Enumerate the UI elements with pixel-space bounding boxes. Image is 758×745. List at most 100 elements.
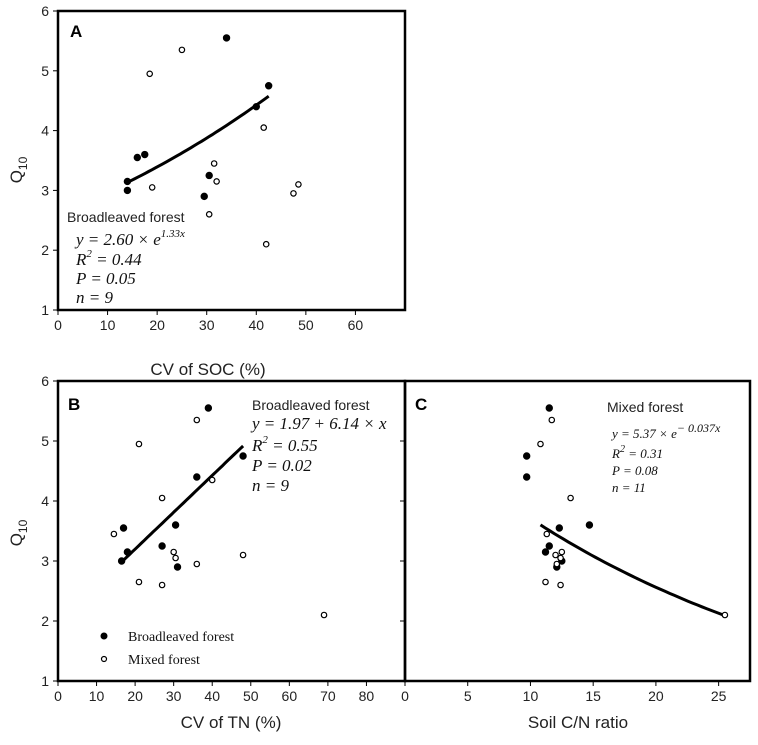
panel-a-mixed-point	[213, 178, 220, 185]
panel-c-broadleaved-point	[522, 473, 531, 481]
panel-b-ytick-label: 1	[41, 673, 49, 689]
panel-a-ytick-label: 2	[41, 242, 49, 258]
panel-b-ann-label: Broadleaved forest	[252, 397, 370, 413]
panel-a-xtick-label: 40	[248, 317, 264, 333]
panel-b-mixed-point	[135, 578, 143, 586]
panel-a-ann-p: P = 0.05	[75, 269, 136, 288]
panel-c-mixed-point	[548, 416, 556, 424]
panel-b-mixed-point	[158, 494, 166, 502]
panel-a-mixed-point	[178, 46, 186, 54]
panel-b-mixed-point	[158, 581, 166, 589]
svg-text:Q10: Q10	[7, 519, 30, 546]
panel-c-broadleaved-point	[541, 548, 550, 556]
panel-b-ytick-label: 5	[41, 433, 49, 449]
panel-a-xtick-label: 30	[199, 317, 215, 333]
panel-b-broadleaved-point	[171, 521, 180, 529]
panel-a-xtick-label: 20	[149, 317, 165, 333]
panel-a-broadleaved-point	[123, 177, 132, 186]
panel-a-broadleaved-point	[141, 150, 149, 159]
panel-c: C Soil C/N ratio 0 5 10 15 20 25 Mixed forest…	[400, 379, 752, 732]
panel-a-letter: A	[70, 22, 82, 41]
panel-b-xtick-label: 20	[127, 688, 143, 704]
panel-b-letter: B	[68, 395, 80, 414]
panel-a-ann-equation: y = 2.60 × e1.33x	[74, 228, 185, 249]
panel-b-ylabel-q: Q	[7, 533, 26, 546]
panel-c-ann-p: P = 0.08	[611, 463, 658, 478]
panel-c-mixed-point	[557, 554, 564, 562]
legend-mixed-label: Mixed forest	[128, 653, 200, 668]
panel-c-ann-equation: y = 5.37 × e− 0.037x	[610, 421, 721, 441]
panel-a-broadleaved-point	[133, 153, 142, 162]
panel-b-broadleaved-point	[193, 473, 201, 481]
panel-b-mixed-point	[193, 416, 201, 424]
panel-c-broadleaved-point	[585, 521, 594, 529]
panel-c-mixed-point	[553, 560, 561, 568]
panel-c-ann-r2: R2 = 0.31	[611, 444, 663, 461]
panel-a-xlabel: CV of SOC (%)	[150, 360, 265, 379]
panel-b-xtick-label: 60	[282, 688, 298, 704]
panel-c-xtick-label: 20	[648, 688, 664, 704]
panel-c-mixed-point	[558, 548, 566, 556]
panel-b-ytick-label: 6	[41, 373, 49, 389]
panel-a-mixed-point	[260, 124, 268, 131]
panel-b-ylabel: Q10	[7, 519, 30, 546]
panel-a-broadleaved-point	[264, 82, 273, 90]
panel-c-broadleaved-point	[522, 452, 531, 460]
panel-c-broadleaved-point	[545, 404, 553, 412]
panel-a-ylabel-q: Q	[7, 170, 26, 183]
panel-a-fit-line	[126, 94, 270, 184]
panel-a-ytick-label: 1	[41, 302, 49, 318]
legend-mixed-marker	[100, 655, 108, 663]
panel-a-broadleaved-point	[123, 186, 132, 195]
panel-a-xtick-label: 60	[348, 317, 364, 333]
panel-b-ann-r2: R2 = 0.55	[251, 434, 318, 455]
legend-broadleaved-marker	[100, 632, 108, 640]
panel-a-mixed-point	[290, 190, 297, 197]
panel-c-xtick-label: 15	[585, 688, 601, 704]
panel-a-annotation: Broadleaved forest y = 2.60 × e1.33x R2 …	[67, 209, 185, 307]
panel-b-ytick-label: 2	[41, 613, 49, 629]
panel-a-mixed-point	[205, 211, 213, 218]
panel-b-ytick-label: 3	[41, 553, 49, 569]
panel-b-broadleaved-point	[123, 548, 132, 556]
panel-a-ylabel: Q10	[7, 156, 30, 183]
panel-b-ann-p: P = 0.02	[251, 456, 312, 475]
panel-c-mixed-point	[557, 581, 564, 589]
panel-b-mixed-point	[135, 440, 143, 448]
panel-c-xtick-label: 5	[464, 688, 472, 704]
panel-b-mixed-point	[110, 530, 118, 538]
panel-b-mixed-point	[208, 476, 216, 484]
panel-c-broadleaved-point	[545, 542, 553, 550]
panel-a-ytick-label: 6	[41, 3, 49, 19]
panel-b-xtick-label: 50	[243, 688, 259, 704]
panel-c-xtick-label: 10	[523, 688, 539, 704]
panel-b-xtick-label: 0	[54, 688, 62, 704]
panel-b-mixed-point	[170, 548, 177, 556]
panel-b-xtick-label: 10	[89, 688, 105, 704]
panel-b-broadleaved-point	[158, 542, 166, 550]
panel-c-ann-label: Mixed forest	[607, 399, 683, 415]
legend-broadleaved-label: Broadleaved forest	[128, 630, 234, 645]
panel-b-mixed-point	[172, 554, 179, 562]
panel-c-xlabel: Soil C/N ratio	[528, 713, 628, 732]
panel-a-ytick-label: 5	[41, 63, 49, 79]
panel-a-xtick-label: 0	[54, 317, 62, 333]
panel-a-mixed-point	[148, 184, 156, 191]
svg-text:Q10: Q10	[7, 156, 30, 183]
panel-b-mixed-point	[320, 611, 328, 619]
panel-a-ylabel-sub: 10	[16, 156, 30, 170]
panel-c-mixed-point	[537, 440, 544, 448]
panel-a-mixed-point	[295, 181, 302, 188]
panel-a-mixed-point	[210, 160, 218, 167]
panel-a-xtick-label: 10	[100, 317, 116, 333]
panel-b-ann-n: n = 9	[252, 476, 289, 495]
panel-b: B CV of TN (%) Q10 0 10 20 30 40 50 60 70 801234…	[7, 373, 407, 732]
panel-c-ann-n: n = 11	[612, 480, 646, 495]
panel-a-ytick-label: 3	[41, 182, 49, 198]
panel-a-ann-n: n = 9	[76, 288, 113, 307]
panel-b-mixed-point	[239, 551, 247, 559]
panel-c-fit-line	[539, 523, 726, 618]
panel-b-xtick-label: 70	[320, 688, 336, 704]
panel-c-xtick-label: 0	[401, 688, 409, 704]
